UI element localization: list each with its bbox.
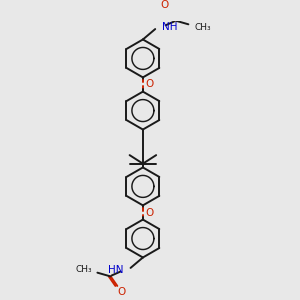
Text: O: O xyxy=(146,79,154,89)
Text: O: O xyxy=(146,208,154,218)
Text: NH: NH xyxy=(162,22,177,32)
Text: O: O xyxy=(117,286,125,297)
Text: CH₃: CH₃ xyxy=(194,23,211,32)
Text: O: O xyxy=(160,0,169,11)
Text: HN: HN xyxy=(108,265,124,275)
Text: CH₃: CH₃ xyxy=(75,265,92,274)
